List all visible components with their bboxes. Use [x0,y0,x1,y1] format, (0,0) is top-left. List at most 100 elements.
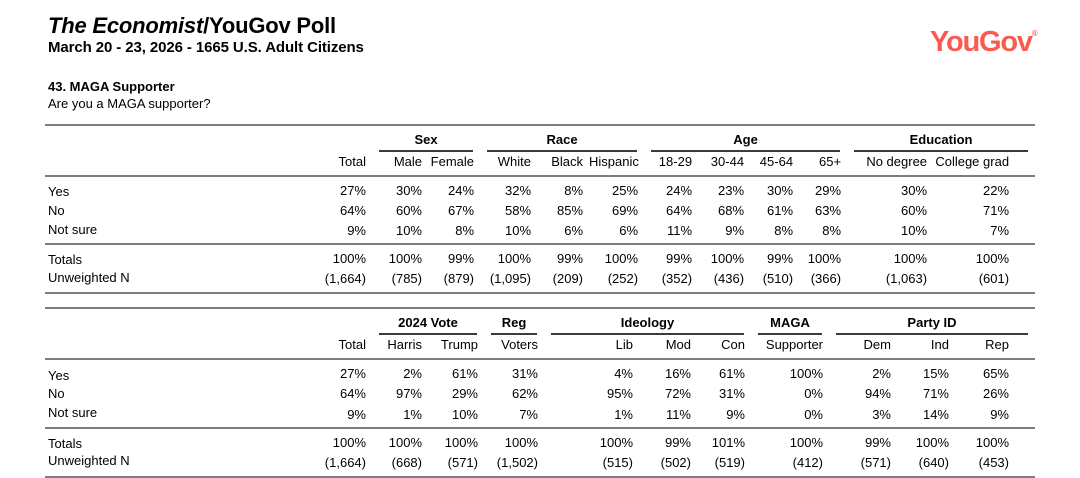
row-label: Unweighted N [45,452,290,478]
cell-value: 6% [619,223,639,239]
group-header-race: Race [480,124,645,152]
answer-row: Yes 27% 2% 61% 31% 4% 16% 61% 100% 2% 15% 65% [45,359,1035,384]
cell-value: (436) [698,268,751,295]
column-header: Supporter [751,335,829,361]
cell-value: 8% [455,223,475,239]
column-header: Total [290,335,372,361]
cell-value: 30% [901,183,928,198]
cell-value: (1,502) [484,452,544,478]
cell-value: 7% [519,406,538,422]
cell-value: 27% [339,366,366,382]
cell-value: 64% [339,203,366,219]
cell-value: 25% [612,183,639,198]
row-label: Totals [45,426,290,453]
column-header: Rep [955,335,1035,361]
cell-value: 69% [612,203,639,219]
poll-dates-sample: March 20 - 23, 2026 - 1665 U.S. Adult Ci… [48,39,364,57]
cell-value: 31% [511,366,538,382]
cell-value: (515) [544,452,639,478]
cell-value: 64% [666,203,693,219]
cell-value: 9% [347,406,366,422]
cell-value: 100% [290,243,372,269]
group-header-label: Education [854,132,1029,152]
summary-row: Totals 100% 100% 100% 100% 100% 99% 101% 100% 99%… [45,426,1035,453]
column-header-spacer [45,335,290,361]
group-header-reg: Reg [484,307,544,336]
group-header-party-id: Party ID [829,307,1035,336]
column-header: Voters [484,335,544,361]
cell-value: (453) [955,452,1035,478]
cell-value: (519) [697,452,751,478]
group-header-label: Party ID [836,315,1028,336]
cell-value: 29% [451,386,478,402]
column-header: Harris [372,335,428,361]
row-label: Yes [48,184,70,200]
row-label: Totals [45,243,290,269]
row-label: Unweighted N [45,268,290,295]
cell-value: 2% [872,366,891,382]
row-label: Not sure [48,221,98,237]
cell-value: 100% [372,426,428,453]
cell-value: (1,063) [847,268,934,295]
column-header: Lib [544,335,639,361]
politics-crosstab-table: 2024 Vote Reg Ideology MAGA Party ID Total Har… [45,307,1035,478]
title-economist: The Economist [48,13,204,38]
cell-value: (412) [751,452,829,478]
cell-value: 0% [804,386,823,402]
cell-value: 2% [403,366,422,382]
summary-row: Unweighted N (1,664) (668) (571) (1,502) (515… [45,452,1035,478]
cell-value: 24% [666,183,693,198]
group-header-label: Ideology [551,315,744,336]
group-header-row: Sex Race Age Education [45,124,1036,152]
page-title: The Economist/YouGov Poll [48,13,364,38]
column-header-row: Total Male Female White Black Hispanic 18-29 30… [45,152,1036,177]
cell-value: 30% [767,183,794,198]
cell-value: 29% [815,183,842,198]
cell-value: 27% [339,183,366,198]
cell-value: 1% [614,406,633,422]
cell-value: 99% [644,243,699,269]
cell-value: 99% [750,243,800,269]
group-header-label: Sex [379,132,474,152]
row-label: Yes [48,367,70,383]
yougov-logo-text: YouGov [930,26,1033,58]
cell-value: 100% [290,426,372,453]
column-header: 30-44 [698,152,751,177]
column-header: Total [290,152,372,177]
cell-value: 9% [347,223,366,239]
cell-value: (571) [428,452,484,478]
cell-value: 10% [395,223,422,239]
cell-value: 100% [955,426,1035,453]
answer-row: Not sure 9% 1% 10% 7% 1% 11% 9% 0% 3% 14% 9% [45,404,1035,428]
cell-value: 8% [822,223,842,239]
cell-value: 9% [726,406,745,422]
cell-value: 23% [718,183,745,198]
answer-row: No 64% 97% 29% 62% 95% 72% 31% 0% 94% 71% 26% [45,384,1035,404]
cell-value: 100% [484,426,544,453]
cell-value: (502) [639,452,697,478]
cell-value: 100% [789,366,823,382]
cell-value: 100% [428,426,484,453]
group-header-spacer [290,307,372,336]
cell-value: 8% [564,183,584,198]
group-header-label: MAGA [758,315,822,336]
group-header-label: Age [651,132,841,152]
row-label: No [48,386,65,402]
group-header-sex: Sex [372,124,481,152]
cell-value: 10% [504,223,532,239]
cell-value: 1% [403,406,422,422]
cell-value: (668) [372,452,428,478]
cell-value: 85% [556,203,584,219]
group-header-label: Reg [491,315,537,336]
cell-value: (209) [537,268,590,295]
cell-value: 32% [504,183,532,198]
cell-value: 22% [983,183,1010,198]
group-header-label: 2024 Vote [379,315,477,336]
column-header: College grad [933,152,1036,177]
cell-value: 4% [614,366,633,382]
cell-value: 24% [447,183,475,198]
column-header: White [480,152,538,177]
group-header-spacer [290,124,372,152]
cell-value: 62% [511,386,538,402]
column-header: 18-29 [644,152,699,177]
